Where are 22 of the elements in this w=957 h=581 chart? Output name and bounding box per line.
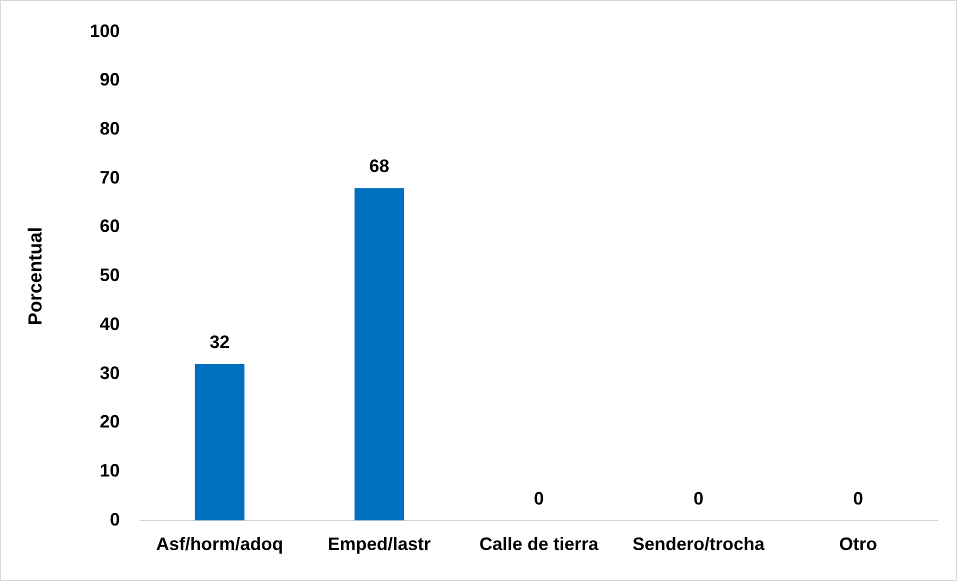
y-tick-label: 30 xyxy=(100,362,120,383)
y-tick-label: 90 xyxy=(100,70,120,90)
data-label: 0 xyxy=(534,488,544,508)
y-tick-label: 100 xyxy=(90,20,120,41)
y-tick-label: 0 xyxy=(110,509,120,530)
y-tick-label: 50 xyxy=(100,265,120,286)
y-tick-label: 70 xyxy=(100,167,120,188)
y-tick-label: 20 xyxy=(100,412,120,432)
data-label: 68 xyxy=(369,156,390,176)
x-tick-label: Emped/lastr xyxy=(328,534,431,554)
x-tick-label: Calle de tierra xyxy=(479,534,600,554)
y-tick-label: 80 xyxy=(100,118,120,138)
y-axis-title: Porcentual xyxy=(26,227,47,326)
x-tick-label: Otro xyxy=(839,534,878,554)
y-tick-label: 10 xyxy=(100,460,120,481)
data-label: 32 xyxy=(210,332,230,352)
x-tick-label: Asf/horm/adoq xyxy=(156,534,284,554)
data-label: 0 xyxy=(694,488,704,508)
x-tick-label: Sendero/trocha xyxy=(632,534,766,554)
data-label: 0 xyxy=(853,488,864,508)
y-tick-label: 60 xyxy=(100,216,120,236)
y-tick-label: 40 xyxy=(100,314,120,334)
